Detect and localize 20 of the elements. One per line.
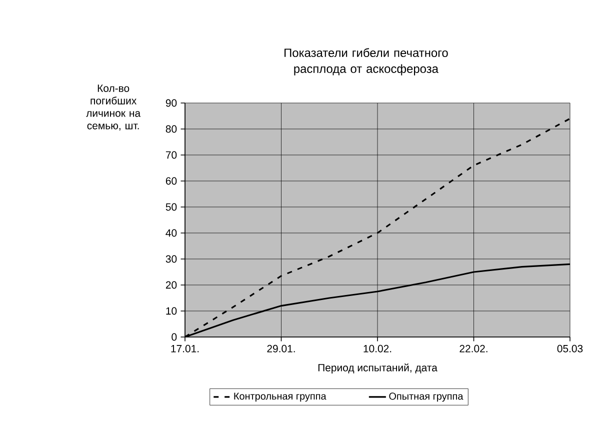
y-tick-label: 40 <box>166 229 177 237</box>
y-tick-label: 30 <box>166 255 177 263</box>
y-tick-label: 50 <box>166 203 177 211</box>
y-axis-title: Кол-во погибших личинок на семью, шт. <box>86 84 141 131</box>
x-tick-label: 29.01. <box>267 344 295 352</box>
y-tick-label: 10 <box>166 307 177 315</box>
x-axis-title: Период испытаний, дата <box>318 364 438 374</box>
legend-label: Опытная группа <box>389 392 464 402</box>
x-tick-label: 05.03 <box>557 344 583 352</box>
y-tick-label: 70 <box>166 151 177 159</box>
x-tick-label: 22.02. <box>460 344 488 352</box>
y-tick-label: 80 <box>166 125 177 133</box>
y-tick-label: 20 <box>166 281 177 289</box>
legend-label: Контрольная группа <box>234 392 326 402</box>
x-tick-label: 10.02. <box>364 344 392 352</box>
x-tick-label: 17.01. <box>171 344 199 352</box>
y-tick-label: 0 <box>172 333 177 341</box>
chart-title: Показатели гибели печатного расплода от аскосфероза <box>284 48 448 76</box>
y-tick-label: 60 <box>166 177 177 185</box>
y-tick-label: 90 <box>166 99 177 107</box>
